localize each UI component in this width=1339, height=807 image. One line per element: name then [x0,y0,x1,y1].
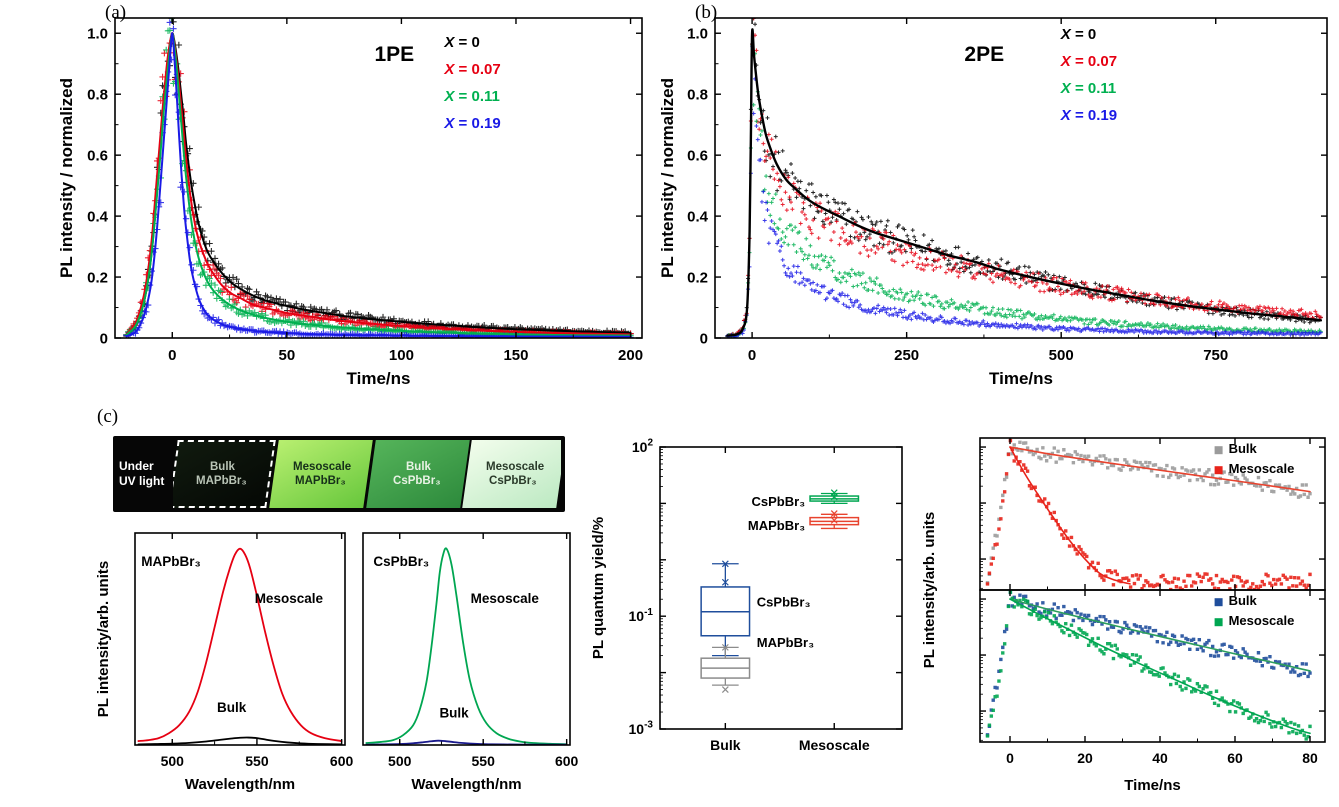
svg-text:X = 0.19: X = 0.19 [443,115,500,132]
panel-b-label: (b) [695,2,718,23]
svg-text:Wavelength/nm: Wavelength/nm [185,776,295,793]
svg-text:0.2: 0.2 [687,269,708,286]
svg-text:550: 550 [472,753,496,769]
sample-label: Bulk [210,461,236,473]
chart-1pe-decay: 0 50 100 150 200 0 0.2 0.4 0.6 0.8 1.0 Time/ns PL in… [57,17,643,388]
svg-text:20: 20 [1077,750,1093,766]
svg-text:Mesoscale: Mesoscale [799,737,870,753]
svg-text:Wavelength/nm: Wavelength/nm [411,776,521,793]
svg-text:PL intensity/arb. units: PL intensity/arb. units [921,512,938,668]
chart-2pe-decay: 0 250 500 750 0 0.2 0.4 0.6 0.8 1.0 Time/ns PL inte… [658,17,1328,388]
svg-text:0: 0 [168,347,176,364]
svg-text:Bulk: Bulk [710,737,741,753]
svg-text:10-1: 10-1 [629,607,654,624]
sample-bulk-cspbbr3: Bulk CsPbBr₃ [365,440,470,508]
svg-text:750: 750 [1203,347,1228,364]
uv-photo-caption: Under UV light [117,440,173,508]
svg-text:Mesoscale: Mesoscale [1229,613,1295,628]
svg-text:X = 0.11: X = 0.11 [1060,80,1116,97]
svg-text:MAPbBr₃: MAPbBr₃ [757,635,814,650]
svg-text:X = 0.07: X = 0.07 [1060,53,1117,70]
svg-text:X = 0.11: X = 0.11 [443,88,499,105]
svg-text:X = 0: X = 0 [443,34,479,51]
svg-text:Time/ns: Time/ns [347,369,411,388]
svg-text:1PE: 1PE [374,43,414,66]
svg-text:PL intensity/arb. units: PL intensity/arb. units [95,561,112,717]
svg-text:MAPbBr₃: MAPbBr₃ [141,554,201,569]
svg-text:1.0: 1.0 [87,26,108,43]
svg-text:600: 600 [330,753,353,769]
sample-label: Bulk [405,461,431,473]
svg-text:Bulk: Bulk [1229,441,1258,456]
svg-text:0: 0 [1006,750,1014,766]
svg-text:0.4: 0.4 [687,208,709,225]
svg-text:1.0: 1.0 [687,26,708,43]
svg-text:0.6: 0.6 [687,148,708,165]
svg-text:X = 0: X = 0 [1060,26,1096,43]
chart-spectrum-mapbbr3: 500 550 600 Wavelength/nm PL intensity/arb. … [95,532,353,793]
chart-bulk-mesoscale-decay: PL intensity/arb. units Bulk Mesoscale 0 20 4… [921,437,1326,794]
chart-quantum-yield-boxplot: Bulk Mesoscale 102 10-1 10-3 PL quantum yield… [592,438,903,753]
svg-text:60: 60 [1227,750,1243,766]
sample-label: MAPbBr₃ [195,475,247,487]
sample-bulk-mapbbr3: Bulk MAPbBr₃ [173,440,276,508]
svg-text:0.2: 0.2 [87,269,108,286]
svg-text:0.8: 0.8 [687,87,708,104]
svg-text:Mesoscale: Mesoscale [1229,461,1295,476]
svg-text:CsPbBr₃: CsPbBr₃ [757,594,811,609]
svg-text:40: 40 [1152,750,1168,766]
svg-text:10-3: 10-3 [629,720,654,737]
svg-text:0.8: 0.8 [87,87,108,104]
sample-label: MAPbBr₃ [294,475,345,487]
sample-label: CsPbBr₃ [489,475,537,487]
svg-text:0: 0 [100,330,108,347]
svg-text:Mesoscale: Mesoscale [471,591,540,606]
svg-text:200: 200 [618,347,643,364]
svg-text:500: 500 [1049,347,1074,364]
svg-text:2PE: 2PE [964,43,1004,66]
svg-text:Bulk: Bulk [439,705,469,720]
sample-label: Mesoscale [292,461,351,473]
uv-caption-line1: Under [119,459,154,473]
svg-text:0: 0 [748,347,756,364]
svg-text:100: 100 [389,347,414,364]
svg-text:PL intensity / normalized: PL intensity / normalized [57,78,76,278]
svg-text:X = 0.19: X = 0.19 [1060,107,1117,124]
svg-text:Time/ns: Time/ns [1124,777,1180,794]
panel-c-label: (c) [97,406,119,427]
svg-text:PL quantum yield/%: PL quantum yield/% [592,517,607,659]
sample-mesoscale-cspbbr3: Mesoscale CsPbBr₃ [462,440,561,508]
uv-caption-line2: UV light [119,474,165,488]
svg-text:0: 0 [700,330,708,347]
svg-text:250: 250 [894,347,919,364]
svg-text:Bulk: Bulk [1229,593,1258,608]
sample-mesoscale-mapbbr3: Mesoscale MAPbBr₃ [268,440,373,508]
svg-text:MAPbBr₃: MAPbBr₃ [748,518,805,533]
svg-text:600: 600 [555,753,579,769]
svg-text:0.6: 0.6 [87,148,108,165]
svg-text:CsPbBr₃: CsPbBr₃ [373,554,429,569]
uv-photo-samples: Bulk MAPbBr₃ Mesoscale MAPbBr₃ Bulk CsPb… [173,440,561,508]
uv-photo: Under UV light Bulk MAPbBr₃ Mesoscale MA… [113,436,565,512]
chart-spectrum-cspbbr3: 500 550 600 Wavelength/nm CsPbBr₃ Mesoscale Bu… [362,532,579,793]
svg-text:Mesoscale: Mesoscale [255,591,324,606]
svg-text:CsPbBr₃: CsPbBr₃ [751,494,805,509]
svg-text:500: 500 [161,753,185,769]
sample-label: CsPbBr₃ [392,475,441,487]
svg-text:500: 500 [388,753,412,769]
svg-text:102: 102 [632,438,654,455]
svg-text:0.4: 0.4 [87,208,109,225]
svg-text:150: 150 [503,347,528,364]
sample-label: Mesoscale [486,461,545,473]
svg-text:Bulk: Bulk [217,700,247,715]
svg-text:Time/ns: Time/ns [989,369,1053,388]
svg-text:PL intensity / normalized: PL intensity / normalized [658,78,677,278]
svg-text:80: 80 [1302,750,1318,766]
svg-text:550: 550 [245,753,269,769]
svg-text:50: 50 [279,347,296,364]
svg-text:X = 0.07: X = 0.07 [443,61,500,78]
